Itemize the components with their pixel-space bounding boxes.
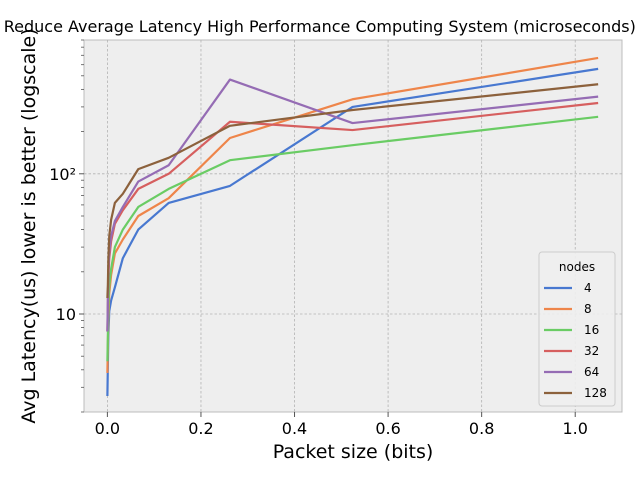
plot-area	[83, 39, 623, 413]
legend-title: nodes	[559, 260, 595, 274]
chart-title: Reduce Average Latency High Performance …	[4, 17, 640, 36]
legend-label: 8	[584, 302, 592, 316]
x-tick-label: 0.0	[95, 419, 120, 438]
legend-label: 4	[584, 281, 592, 295]
grid	[84, 40, 622, 412]
y-axis-label: Avg Latency(us) lower is better (logscal…	[18, 28, 40, 423]
x-tick-label: 0.8	[469, 419, 494, 438]
y-tick-label: 10	[56, 305, 76, 324]
series-lines	[106, 56, 599, 397]
legend-label: 16	[584, 323, 599, 337]
legend-items: 4 8 16 32 64 128	[544, 281, 607, 400]
legend-label: 32	[584, 344, 599, 358]
x-axis-label: Packet size (bits)	[273, 441, 434, 463]
axis-ticks: 0.0 0.2 0.4 0.6 0.8 1.0 10 10²	[49, 39, 588, 438]
x-tick-label: 0.6	[375, 419, 400, 438]
series-line-128	[106, 83, 599, 299]
y-tick-label: 10²	[49, 165, 76, 184]
legend-label: 64	[584, 365, 599, 379]
legend: nodes 4 8 16 32 64 128	[538, 251, 616, 407]
x-tick-label: 1.0	[562, 419, 587, 438]
x-tick-label: 0.4	[282, 419, 307, 438]
legend-box	[538, 251, 616, 407]
x-tick-label: 0.2	[188, 419, 213, 438]
legend-label: 128	[584, 386, 607, 400]
